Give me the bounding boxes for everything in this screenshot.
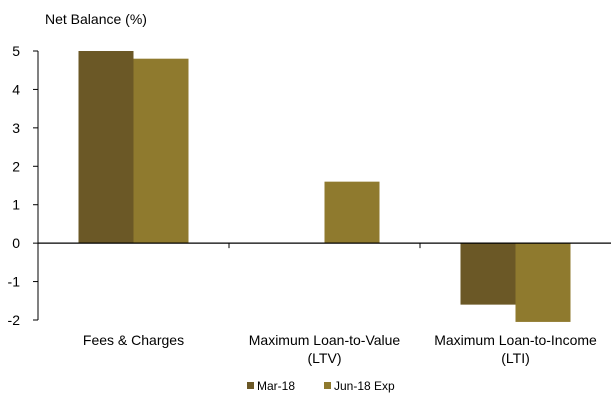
y-tick-label: 5 [12, 43, 20, 59]
y-tick-label: 4 [12, 81, 20, 97]
legend-label: Mar-18 [257, 379, 295, 393]
y-tick-label: 3 [12, 120, 20, 136]
plot-area: 5 4 3 2 1 0 -1 -2 Fees & Charges Maximum Loan-to-… [8, 43, 611, 366]
bar-jun-18-exp-0 [133, 58, 189, 244]
x-tick-label: Maximum Loan-to-Income [434, 332, 597, 348]
y-tick-label: -1 [8, 274, 21, 290]
bar-jun-18-exp-2 [515, 243, 571, 322]
y-tick-label: 2 [12, 158, 20, 174]
x-tick-label: (LTI) [501, 350, 530, 366]
x-tick-label: Fees & Charges [83, 332, 184, 348]
y-tick-label: -2 [8, 312, 21, 328]
legend-label: Jun-18 Exp [334, 379, 395, 393]
legend-swatch [324, 382, 331, 389]
y-axis-title: Net Balance (%) [45, 11, 147, 27]
y-tick-label: 0 [12, 235, 20, 251]
bar-mar-18-0 [78, 51, 134, 244]
bar-jun-18-exp-1 [324, 181, 380, 244]
x-tick-label: (LTV) [308, 350, 342, 366]
y-tick-label: 1 [12, 197, 20, 213]
bar-mar-18-2 [460, 243, 516, 305]
legend: Mar-18 Jun-18 Exp [247, 379, 395, 393]
legend-swatch [247, 382, 254, 389]
x-tick-label: Maximum Loan-to-Value [249, 332, 401, 348]
